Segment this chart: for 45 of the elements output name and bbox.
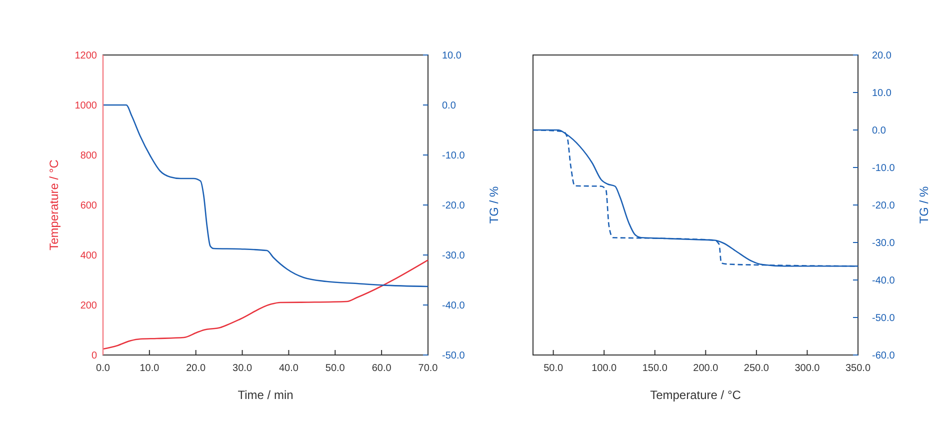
y-tick-label: 1200 bbox=[74, 50, 98, 62]
x-tick-label: 350.0 bbox=[845, 363, 871, 374]
line-series bbox=[102, 104, 429, 288]
x-axis-title: Time / min bbox=[238, 388, 294, 402]
y2-tick-label: -30.0 bbox=[442, 250, 466, 262]
y2-tick-label: -10.0 bbox=[442, 150, 466, 162]
x-tick-label: 0.0 bbox=[96, 363, 110, 374]
x-tick-label: 50.0 bbox=[325, 363, 346, 374]
x-tick-label: 100.0 bbox=[592, 363, 618, 374]
y2-tick-label: -50.0 bbox=[442, 350, 466, 362]
x-tick-label: 40.0 bbox=[278, 363, 299, 374]
x-tick-label: 50.0 bbox=[544, 363, 564, 374]
x-tick-label: 70.0 bbox=[418, 363, 438, 374]
y-tick-label: 200 bbox=[80, 300, 98, 312]
x-tick-label: 30.0 bbox=[232, 363, 252, 374]
x-tick-label: 150.0 bbox=[642, 363, 668, 374]
x-tick-label: 300.0 bbox=[794, 363, 820, 374]
y-tick-label: 800 bbox=[80, 150, 98, 162]
x-tick-label: 250.0 bbox=[744, 363, 770, 374]
y2-tick-label: 20.0 bbox=[872, 50, 892, 62]
y2-tick-label: 0.0 bbox=[872, 126, 886, 136]
y2-tick-label: 0.0 bbox=[442, 100, 456, 112]
y2-axis-title: TG / % bbox=[917, 186, 931, 224]
y2-tick-label: -60.0 bbox=[872, 350, 896, 362]
y2-tick-label: -40.0 bbox=[442, 300, 466, 312]
x-axis-title: Temperature / °C bbox=[650, 388, 742, 402]
y2-tick-label: 10.0 bbox=[442, 50, 462, 62]
y2-tick-label: -50.0 bbox=[872, 313, 896, 324]
y-tick-label: 600 bbox=[80, 200, 98, 212]
x-tick-label: 10.0 bbox=[140, 363, 160, 374]
x-tick-label: 200.0 bbox=[693, 363, 719, 374]
y-axis-title: Temperature / °C bbox=[47, 159, 61, 250]
y-tick-label: 0 bbox=[91, 350, 98, 362]
y2-axis-title: TG / % bbox=[487, 186, 501, 224]
x-tick-label: 60.0 bbox=[372, 363, 392, 374]
y-tick-label: 1000 bbox=[74, 100, 98, 112]
y2-tick-label: -40.0 bbox=[872, 276, 896, 286]
x-tick-label: 20.0 bbox=[186, 363, 206, 374]
y2-tick-label: 10.0 bbox=[872, 88, 892, 99]
y2-tick-label: -20.0 bbox=[442, 200, 466, 212]
y2-tick-label: -20.0 bbox=[872, 200, 896, 212]
y2-tick-label: -10.0 bbox=[872, 163, 896, 174]
y-tick-label: 400 bbox=[80, 250, 98, 262]
y2-tick-label: -30.0 bbox=[872, 238, 896, 249]
line-series bbox=[102, 259, 429, 350]
